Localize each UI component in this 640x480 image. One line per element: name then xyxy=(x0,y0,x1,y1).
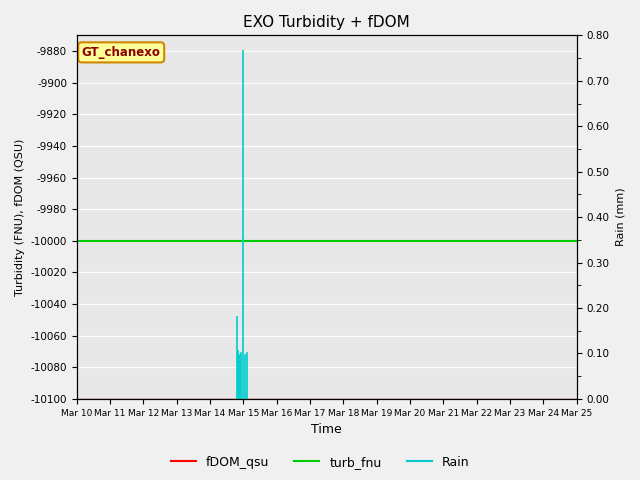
Y-axis label: Rain (mm): Rain (mm) xyxy=(615,188,625,246)
X-axis label: Time: Time xyxy=(312,423,342,436)
Legend: fDOM_qsu, turb_fnu, Rain: fDOM_qsu, turb_fnu, Rain xyxy=(166,451,474,474)
Title: EXO Turbidity + fDOM: EXO Turbidity + fDOM xyxy=(243,15,410,30)
Y-axis label: Turbidity (FNU), fDOM (QSU): Turbidity (FNU), fDOM (QSU) xyxy=(15,138,25,296)
Text: GT_chanexo: GT_chanexo xyxy=(82,46,161,59)
